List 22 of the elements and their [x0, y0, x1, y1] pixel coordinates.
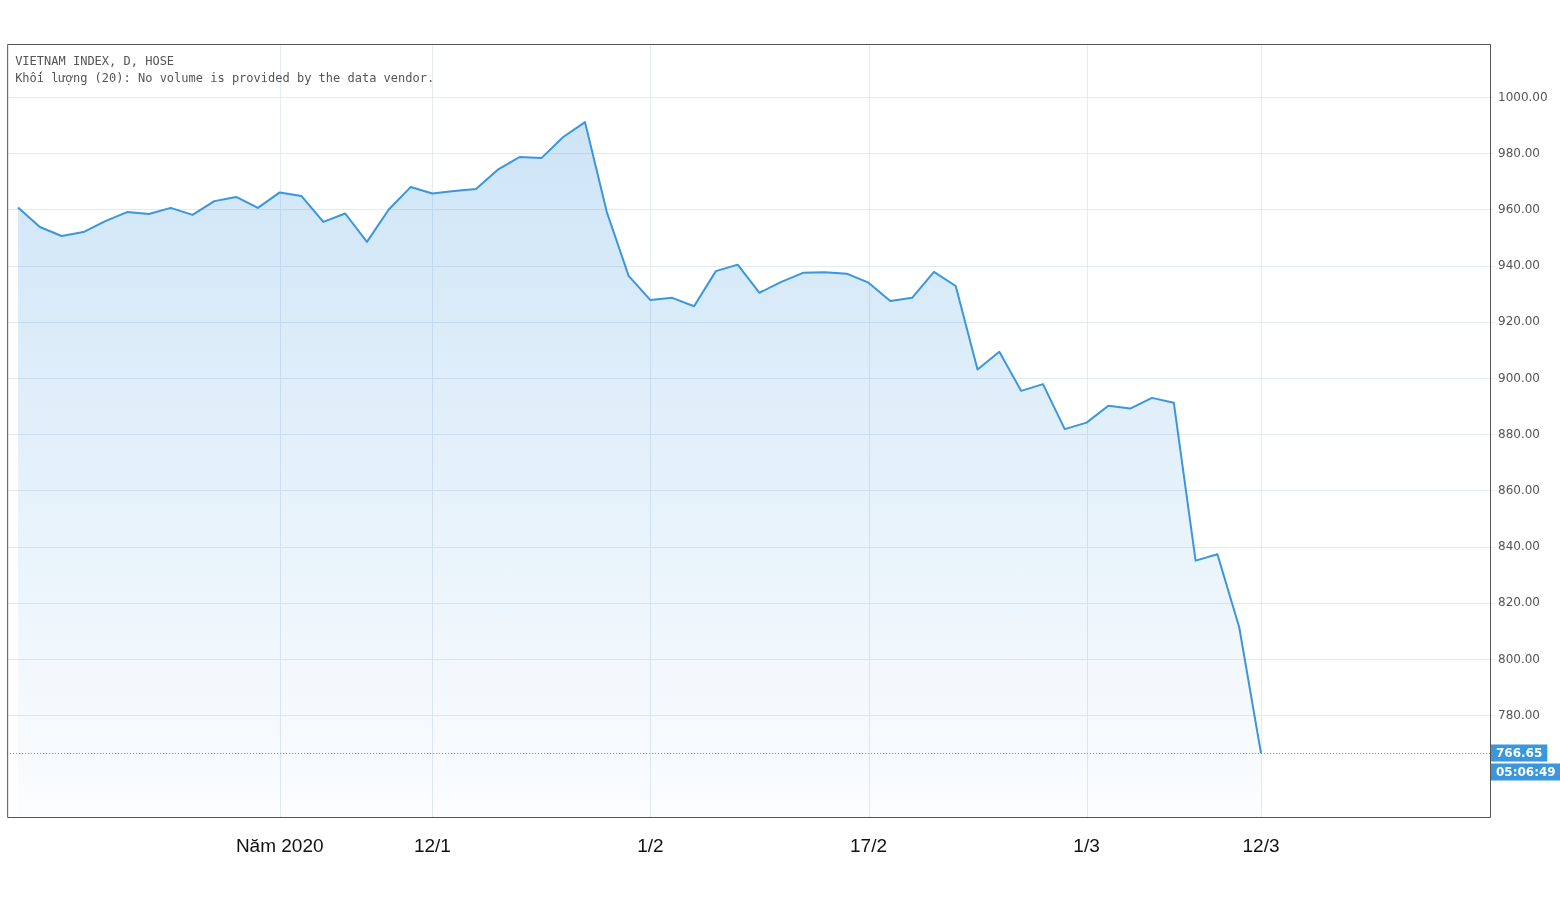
- y-tick-label: 960.00: [1498, 201, 1540, 216]
- y-tick-label: 820.00: [1498, 595, 1540, 610]
- x-tick-label: Năm 2020: [235, 834, 324, 856]
- y-tick-label: 840.00: [1498, 539, 1540, 554]
- text: Khối lượng (20): No volume is provided by the data vendor.: [15, 71, 435, 86]
- text: 05:06:49: [1496, 764, 1556, 779]
- x-tick-label: 17/2: [850, 834, 887, 856]
- y-tick-label: 1000.00: [1498, 89, 1548, 104]
- y-tick-label: 880.00: [1498, 426, 1540, 441]
- y-tick-label: 860.00: [1498, 483, 1540, 498]
- y-tick-label: 980.00: [1498, 145, 1540, 160]
- y-tick-label: 900.00: [1498, 370, 1540, 385]
- x-tick-label: 12/1: [413, 834, 451, 856]
- y-tick-label: 780.00: [1498, 707, 1540, 722]
- ref-line-label: 766.65: [1496, 745, 1543, 760]
- y-tick-label: 940.00: [1498, 258, 1540, 273]
- x-tick-label: 1/2: [637, 834, 664, 856]
- x-tick-label: 12/3: [1242, 834, 1280, 856]
- text: VIETNAM INDEX, D, HOSE: [15, 54, 175, 69]
- y-tick-label: 920.00: [1498, 314, 1540, 329]
- y-tick-label: 800.00: [1498, 651, 1540, 666]
- x-tick-label: 1/3: [1073, 834, 1100, 856]
